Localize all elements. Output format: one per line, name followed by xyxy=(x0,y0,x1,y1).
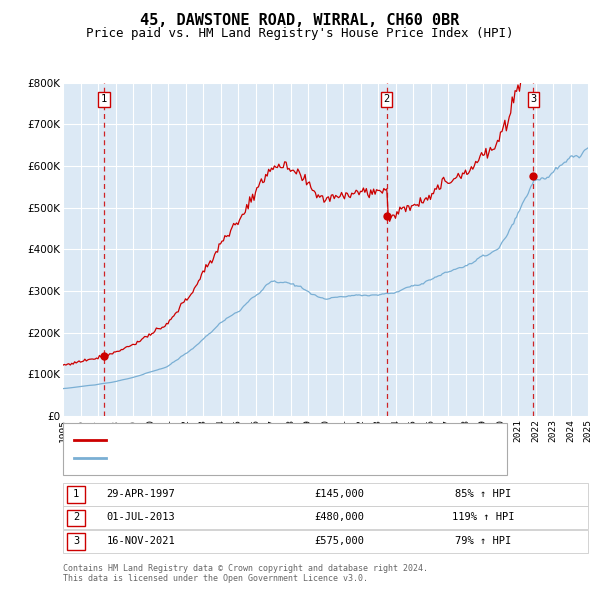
Text: 2: 2 xyxy=(383,94,390,104)
Text: 16-NOV-2021: 16-NOV-2021 xyxy=(107,536,175,546)
Text: 1: 1 xyxy=(101,94,107,104)
Text: 45, DAWSTONE ROAD, WIRRAL, CH60 0BR (detached house): 45, DAWSTONE ROAD, WIRRAL, CH60 0BR (det… xyxy=(111,435,436,444)
Text: Contains HM Land Registry data © Crown copyright and database right 2024.
This d: Contains HM Land Registry data © Crown c… xyxy=(63,563,428,583)
Text: 2: 2 xyxy=(73,513,79,522)
Text: HPI: Average price, detached house, Wirral: HPI: Average price, detached house, Wirr… xyxy=(111,454,373,463)
Text: 1: 1 xyxy=(73,489,79,499)
Text: 01-JUL-2013: 01-JUL-2013 xyxy=(107,513,175,522)
Text: 119% ↑ HPI: 119% ↑ HPI xyxy=(452,513,514,522)
Text: 3: 3 xyxy=(530,94,536,104)
Text: 3: 3 xyxy=(73,536,79,546)
Text: £575,000: £575,000 xyxy=(314,536,364,546)
Text: £145,000: £145,000 xyxy=(314,489,364,499)
Text: 29-APR-1997: 29-APR-1997 xyxy=(107,489,175,499)
Text: 79% ↑ HPI: 79% ↑ HPI xyxy=(455,536,511,546)
Text: Price paid vs. HM Land Registry's House Price Index (HPI): Price paid vs. HM Land Registry's House … xyxy=(86,27,514,40)
Text: £480,000: £480,000 xyxy=(314,513,364,522)
Text: 85% ↑ HPI: 85% ↑ HPI xyxy=(455,489,511,499)
Text: 45, DAWSTONE ROAD, WIRRAL, CH60 0BR: 45, DAWSTONE ROAD, WIRRAL, CH60 0BR xyxy=(140,13,460,28)
